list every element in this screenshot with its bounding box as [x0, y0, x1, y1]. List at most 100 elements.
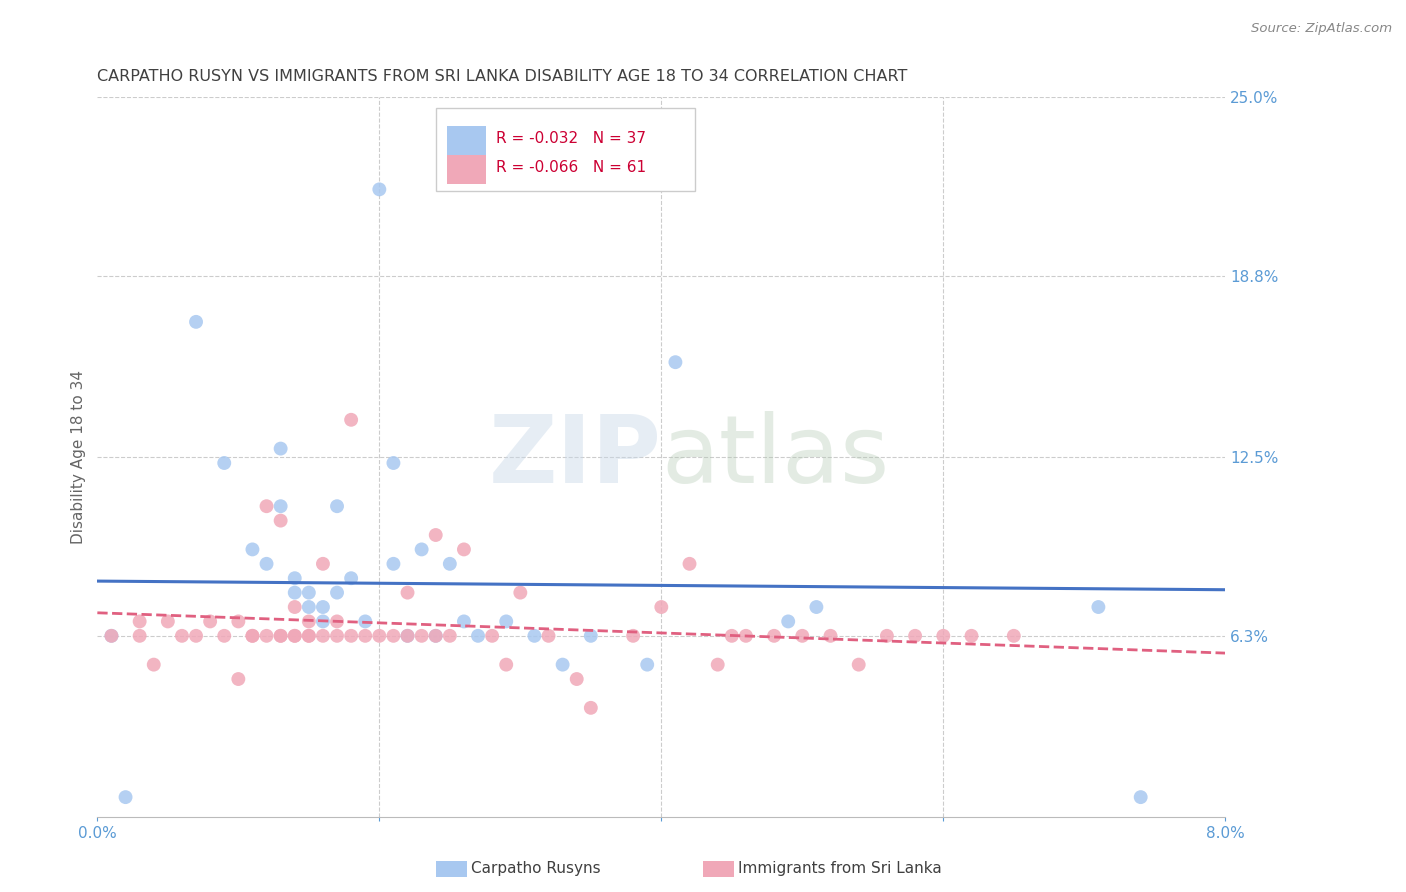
Point [256, 499, 278, 513]
Point [354, 629, 377, 643]
Point [198, 615, 221, 629]
Point [312, 557, 335, 571]
FancyBboxPatch shape [447, 126, 486, 155]
Point [270, 629, 292, 643]
Point [453, 542, 475, 557]
Point [735, 629, 758, 643]
Point [242, 629, 264, 643]
Point [298, 629, 321, 643]
Text: Source: ZipAtlas.com: Source: ZipAtlas.com [1251, 22, 1392, 36]
Point [340, 571, 363, 585]
Text: R = -0.066   N = 61: R = -0.066 N = 61 [495, 161, 645, 175]
Point [382, 557, 405, 571]
Point [354, 615, 377, 629]
Point [509, 585, 531, 599]
Point [298, 629, 321, 643]
Point [298, 600, 321, 615]
Point [579, 629, 602, 643]
Point [1087, 600, 1109, 615]
Point [792, 629, 814, 643]
Point [114, 790, 136, 805]
Point [212, 629, 235, 643]
Point [678, 557, 700, 571]
Point [368, 629, 391, 643]
Point [932, 629, 955, 643]
Point [270, 442, 292, 456]
Point [270, 629, 292, 643]
Point [495, 615, 517, 629]
Point [284, 585, 307, 599]
Point [100, 629, 122, 643]
Point [284, 600, 307, 615]
Point [184, 629, 207, 643]
Point [100, 629, 122, 643]
Point [128, 629, 150, 643]
Point [425, 528, 447, 542]
Point [439, 557, 461, 571]
Point [396, 629, 419, 643]
Point [960, 629, 983, 643]
Point [228, 672, 250, 686]
Point [411, 629, 433, 643]
Point [706, 657, 728, 672]
Point [326, 585, 349, 599]
Point [128, 615, 150, 629]
Point [142, 657, 165, 672]
Point [242, 629, 264, 643]
Point [270, 514, 292, 528]
Point [340, 629, 363, 643]
Point [636, 657, 658, 672]
Point [170, 629, 193, 643]
Point [467, 629, 489, 643]
FancyBboxPatch shape [447, 155, 486, 184]
Point [284, 629, 307, 643]
Point [551, 657, 574, 672]
Point [425, 629, 447, 643]
Point [495, 657, 517, 672]
Point [664, 355, 686, 369]
Point [904, 629, 927, 643]
Point [537, 629, 560, 643]
Point [312, 600, 335, 615]
Text: atlas: atlas [661, 411, 890, 503]
Point [382, 456, 405, 470]
Text: Carpatho Rusyns: Carpatho Rusyns [471, 862, 600, 876]
FancyBboxPatch shape [447, 126, 486, 155]
Point [481, 629, 503, 643]
Point [565, 672, 588, 686]
Point [326, 615, 349, 629]
Point [621, 629, 644, 643]
Point [242, 542, 264, 557]
Point [778, 615, 800, 629]
Text: ZIP: ZIP [488, 411, 661, 503]
Point [876, 629, 898, 643]
Point [763, 629, 786, 643]
Point [453, 615, 475, 629]
Text: Immigrants from Sri Lanka: Immigrants from Sri Lanka [738, 862, 942, 876]
Point [396, 585, 419, 599]
Text: CARPATHO RUSYN VS IMMIGRANTS FROM SRI LANKA DISABILITY AGE 18 TO 34 CORRELATION : CARPATHO RUSYN VS IMMIGRANTS FROM SRI LA… [97, 69, 908, 84]
Point [270, 499, 292, 513]
Y-axis label: Disability Age 18 to 34: Disability Age 18 to 34 [72, 370, 86, 544]
Point [425, 629, 447, 643]
Point [256, 557, 278, 571]
FancyBboxPatch shape [436, 108, 695, 191]
Point [228, 615, 250, 629]
Point [439, 629, 461, 643]
Point [298, 615, 321, 629]
Point [340, 413, 363, 427]
Point [806, 600, 828, 615]
Point [326, 629, 349, 643]
Point [650, 600, 672, 615]
Point [579, 701, 602, 715]
Point [184, 315, 207, 329]
Point [312, 615, 335, 629]
Point [1129, 790, 1152, 805]
Point [848, 657, 870, 672]
Point [284, 571, 307, 585]
Point [1002, 629, 1025, 643]
Point [720, 629, 742, 643]
Point [256, 629, 278, 643]
Point [312, 629, 335, 643]
Point [820, 629, 842, 643]
